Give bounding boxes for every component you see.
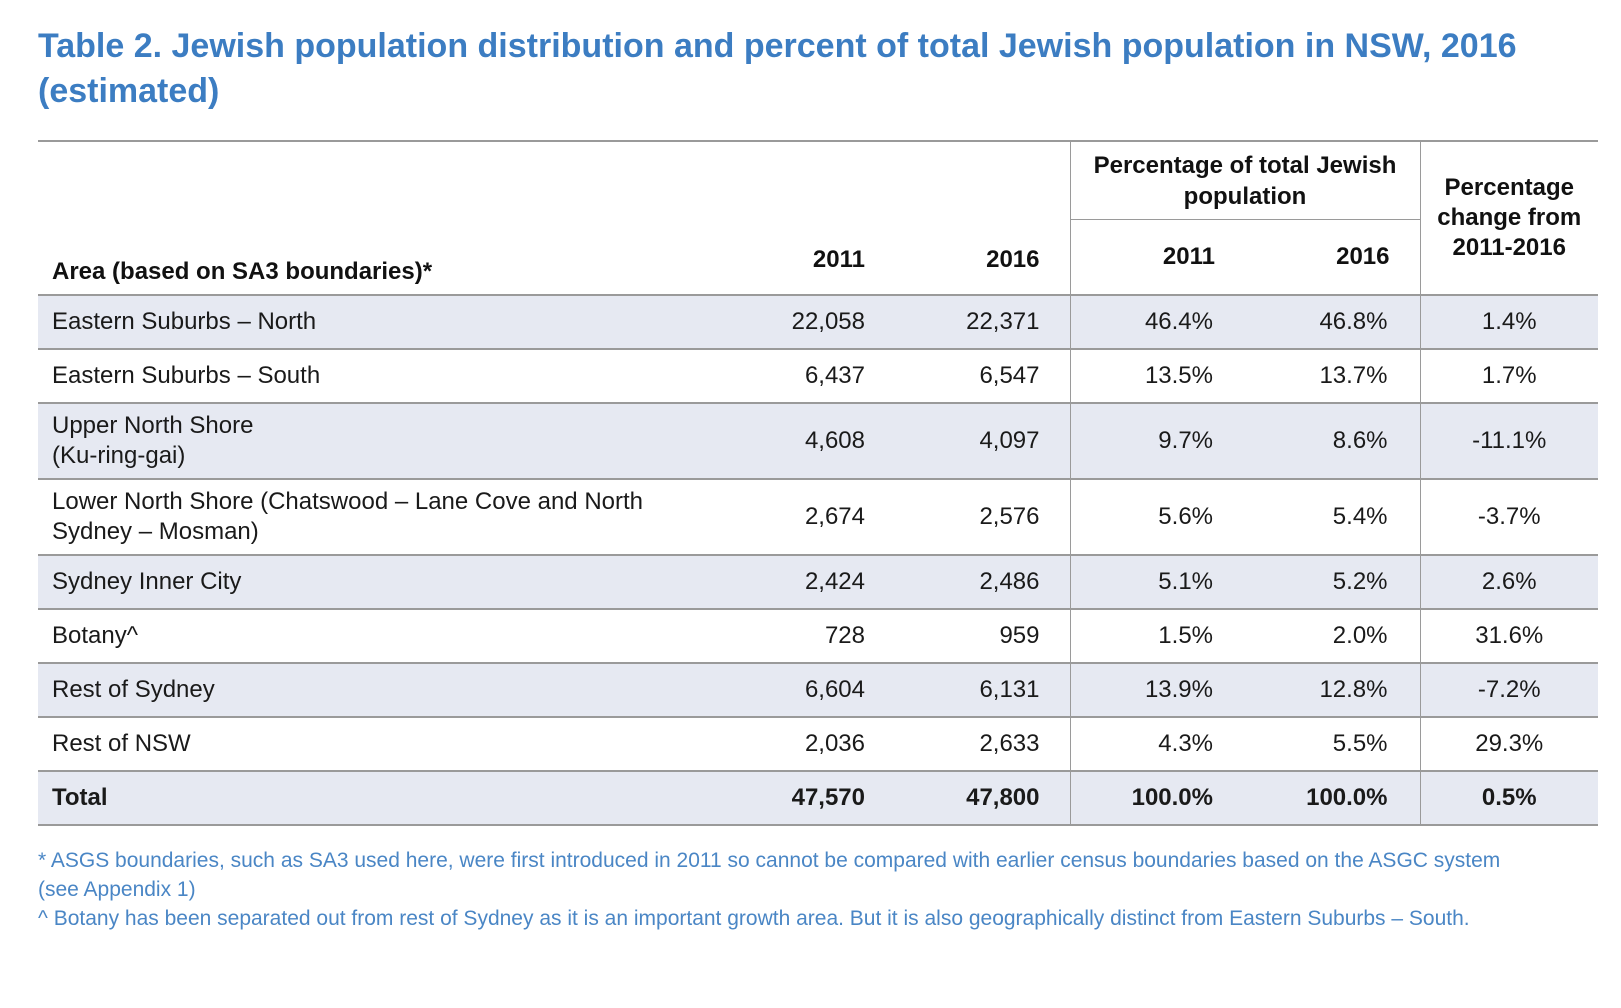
change-cell: 1.4% [1419,295,1598,349]
area-cell: Rest of NSW [52,730,191,757]
area-cell: Upper North Shore (Ku-ring-gai) [38,403,720,479]
count-2016-cell: 959 [999,622,1040,649]
pct-2011-cell: 5.6% [1069,479,1245,555]
total-change: 0.5% [1419,771,1598,825]
count-2016-cell: 22,371 [895,295,1070,349]
table-row: Lower North Shore (Chatswood – Lane Cove… [38,479,1598,555]
table-row: Eastern Suburbs – South 6,437 6,547 13.5… [38,349,1598,403]
count-2011-cell: 2,674 [804,503,865,530]
total-pct-2016: 100.0% [1245,771,1420,825]
header-area: Area (based on SA3 boundaries)* [52,258,433,285]
count-2011-cell: 4,608 [720,403,895,479]
pct-2011-cell: 46.4% [1069,295,1245,349]
total-count-2011: 47,570 [720,771,895,825]
pct-2016-cell: 8.6% [1245,403,1420,479]
pct-2016-cell: 5.2% [1245,555,1420,609]
header-pct-2011: 2011 [1069,219,1245,295]
header-pct-2016: 2016 [1336,243,1390,270]
area-cell: Lower North Shore (Chatswood – Lane Cove… [52,488,643,545]
table-row: Sydney Inner City 2,424 2,486 5.1% 5.2% … [38,555,1598,609]
pct-2016-cell: 2.0% [1332,622,1388,649]
footnotes: * ASGS boundaries, such as SA3 used here… [38,846,1538,933]
count-2016-cell: 4,097 [895,403,1070,479]
population-table: Area (based on SA3 boundaries)* 2011 201… [38,140,1598,826]
header-count-2016: 2016 [986,246,1040,273]
change-cell: 29.3% [1419,717,1598,771]
pct-2016-cell: 5.4% [1332,503,1388,530]
total-row: Total 47,570 47,800 100.0% 100.0% 0.5% [38,771,1598,825]
pct-2016-cell: 12.8% [1245,663,1420,717]
pct-2016-cell: 46.8% [1245,295,1420,349]
pct-2011-cell: 9.7% [1069,403,1245,479]
area-cell: Rest of Sydney [38,663,720,717]
count-2016-cell: 2,633 [979,730,1040,757]
change-cell: 2.6% [1419,555,1598,609]
count-2011-cell: 6,604 [720,663,895,717]
pct-2011-cell: 4.3% [1069,717,1245,771]
table-row: Upper North Shore (Ku-ring-gai) 4,608 4,… [38,403,1598,479]
pct-2011-cell: 13.9% [1069,663,1245,717]
area-cell: Eastern Suburbs – South [52,362,321,389]
total-count-2016: 47,800 [895,771,1070,825]
table-row: Eastern Suburbs – North 22,058 22,371 46… [38,295,1598,349]
header-count-2011: 2011 [812,246,865,273]
change-cell: -7.2% [1419,663,1598,717]
header-row-years: 2011 2016 [38,219,1598,295]
header-row-group: Area (based on SA3 boundaries)* 2011 201… [38,141,1598,295]
table-row: Rest of Sydney 6,604 6,131 13.9% 12.8% -… [38,663,1598,717]
change-cell: 1.7% [1419,349,1598,403]
table-row: Rest of NSW 2,036 2,633 4.3% 5.5% 29.3% [38,717,1598,771]
header-percentage-change: Percentage change from 2011-2016 [1419,141,1598,295]
count-2011-cell: 2,424 [720,555,895,609]
pct-2011-cell: 13.5% [1069,349,1245,403]
footnote-caret: ^ Botany has been separated out from res… [38,907,1470,930]
pct-2016-cell: 13.7% [1319,362,1388,389]
table-title: Table 2. Jewish population distribution … [38,27,1517,110]
count-2016-cell: 2,486 [895,555,1070,609]
total-pct-2011: 100.0% [1069,771,1245,825]
count-2016-cell: 6,547 [979,362,1040,389]
change-cell: -11.1% [1419,403,1598,479]
total-label: Total [38,771,720,825]
area-cell: Eastern Suburbs – North [38,295,720,349]
count-2011-cell: 2,036 [804,730,865,757]
count-2016-cell: 6,131 [895,663,1070,717]
pct-2011-cell: 1.5% [1069,609,1245,663]
count-2016-cell: 2,576 [979,503,1040,530]
change-cell: 31.6% [1419,609,1598,663]
area-cell: Sydney Inner City [38,555,720,609]
change-cell: -3.7% [1419,479,1598,555]
table-row: Botany^ 728 959 1.5% 2.0% 31.6% [38,609,1598,663]
count-2011-cell: 22,058 [720,295,895,349]
count-2011-cell: 6,437 [804,362,865,389]
count-2011-cell: 728 [824,622,865,649]
header-percentage-group: Percentage of total Jewish population [1069,141,1420,220]
pct-2011-cell: 5.1% [1069,555,1245,609]
pct-2016-cell: 5.5% [1332,730,1388,757]
area-cell: Botany^ [52,622,138,649]
footnote-asterisk: * ASGS boundaries, such as SA3 used here… [38,849,1501,901]
